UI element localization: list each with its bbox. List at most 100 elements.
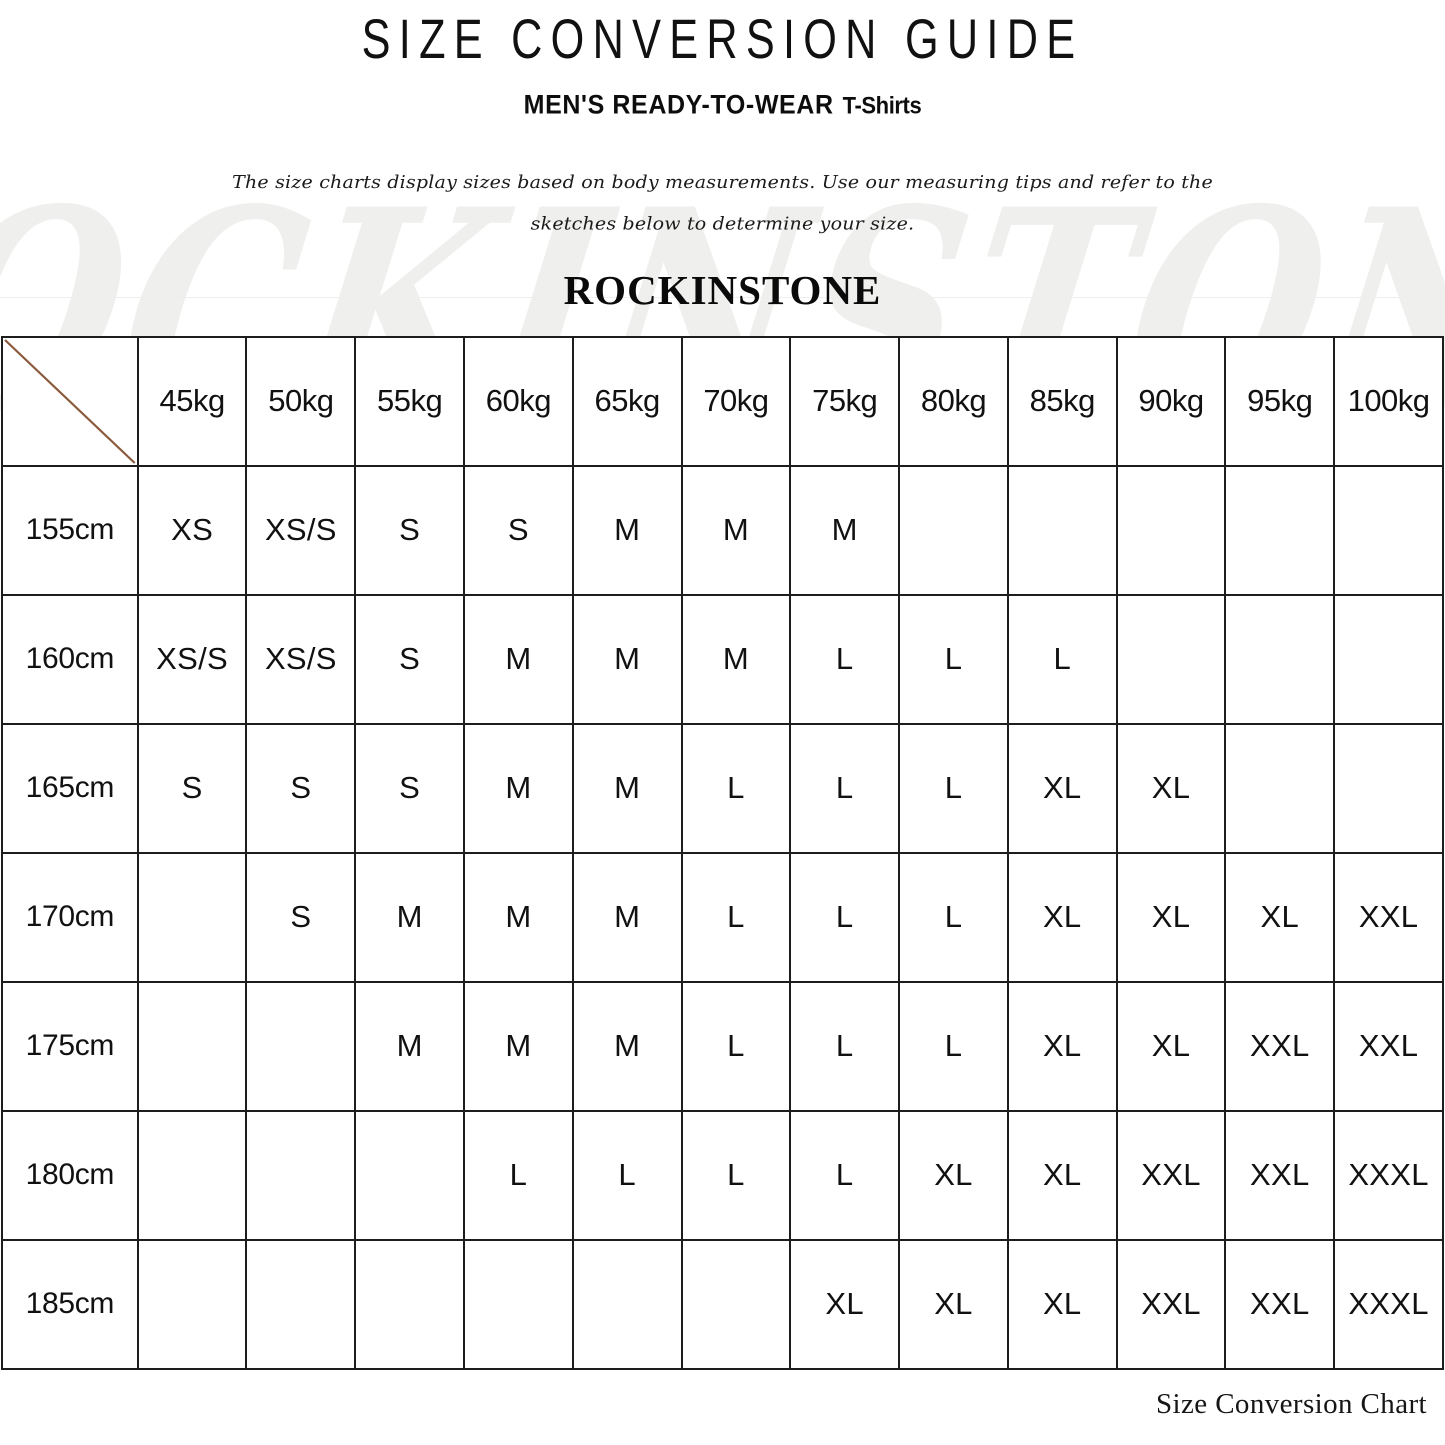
row-header-height: 160cm: [1, 593, 139, 725]
size-cell-empty: [1224, 722, 1336, 854]
size-cell: S: [354, 464, 466, 596]
size-cell: M: [680, 464, 792, 596]
size-cell: XL: [898, 1109, 1009, 1241]
size-cell-empty: [245, 980, 357, 1112]
size-cell-empty: [1333, 593, 1444, 725]
size-cell-empty: [136, 851, 248, 983]
size-cell-empty: [354, 1109, 466, 1241]
column-header-weight: 80kg: [898, 335, 1009, 467]
subtitle-category: MEN'S READY-TO-WEAR: [523, 90, 834, 121]
table-row: 170cm S M M M L L L XL XL XL XXL: [1, 851, 1444, 983]
column-header-weight: 85kg: [1006, 335, 1118, 467]
subtitle: MEN'S READY-TO-WEAR T-Shirts: [0, 90, 1445, 121]
size-cell: S: [245, 722, 357, 854]
table-header-row: 45kg 50kg 55kg 60kg 65kg 70kg 75kg 80kg 85kg 90kg…: [1, 335, 1444, 467]
size-cell: XS: [136, 464, 248, 596]
size-cell: S: [463, 464, 574, 596]
size-cell-empty: [1333, 722, 1444, 854]
size-cell-empty: [463, 1238, 574, 1370]
size-cell: M: [463, 722, 574, 854]
size-cell: M: [354, 980, 466, 1112]
size-cell: XXL: [1333, 980, 1444, 1112]
size-cell: XL: [898, 1238, 1009, 1370]
size-cell: XXL: [1224, 980, 1336, 1112]
size-cell: XXL: [1115, 1238, 1227, 1370]
size-cell: L: [680, 1109, 792, 1241]
page-footer: Size Conversion Chart: [0, 1370, 1445, 1421]
size-cell: XL: [1115, 851, 1227, 983]
size-cell: L: [898, 722, 1009, 854]
size-cell: L: [463, 1109, 574, 1241]
size-cell-empty: [136, 1109, 248, 1241]
size-cell: L: [680, 980, 792, 1112]
size-cell: XXXL: [1333, 1238, 1444, 1370]
column-header-weight: 75kg: [789, 335, 901, 467]
size-cell-empty: [680, 1238, 792, 1370]
size-cell: M: [571, 464, 683, 596]
column-header-weight: 55kg: [354, 335, 466, 467]
size-cell: L: [680, 851, 792, 983]
size-cell: XL: [1006, 722, 1118, 854]
size-cell: L: [898, 851, 1009, 983]
table-row: 175cm M M M L L L XL XL XXL XXL: [1, 980, 1444, 1112]
size-cell: L: [789, 1109, 901, 1241]
table-row: 165cm S S S M M L L L XL XL: [1, 722, 1444, 854]
size-cell-empty: [1006, 464, 1118, 596]
size-cell: M: [571, 593, 683, 725]
size-cell-empty: [354, 1238, 466, 1370]
size-cell: S: [245, 851, 357, 983]
size-cell: XXL: [1224, 1238, 1336, 1370]
size-cell: XS/S: [136, 593, 248, 725]
size-cell: L: [789, 722, 901, 854]
table-header: 45kg 50kg 55kg 60kg 65kg 70kg 75kg 80kg 85kg 90kg…: [1, 335, 1444, 467]
column-header-weight: 45kg: [136, 335, 248, 467]
footer-caption: Size Conversion Chart: [1156, 1387, 1427, 1420]
size-cell-empty: [571, 1238, 683, 1370]
table-corner-cell: [1, 335, 139, 467]
size-cell: S: [354, 722, 466, 854]
subtitle-product: T-Shirts: [842, 92, 922, 120]
column-header-weight: 95kg: [1224, 335, 1336, 467]
size-cell-empty: [1224, 464, 1336, 596]
row-header-height: 185cm: [1, 1238, 139, 1370]
size-cell: L: [789, 593, 901, 725]
size-conversion-table: 45kg 50kg 55kg 60kg 65kg 70kg 75kg 80kg 85kg 90kg…: [1, 335, 1444, 1370]
size-cell-empty: [136, 980, 248, 1112]
brand-name: ROCKINSTONE: [563, 266, 882, 313]
row-header-height: 155cm: [1, 464, 139, 596]
row-header-height: 175cm: [1, 980, 139, 1112]
table-row: 185cm XL XL XL XXL XXL XXXL: [1, 1238, 1444, 1370]
size-cell-empty: [1115, 593, 1227, 725]
size-cell-empty: [1115, 464, 1227, 596]
row-header-height: 165cm: [1, 722, 139, 854]
diagonal-divider-icon: [4, 338, 136, 464]
column-header-weight: 100kg: [1333, 335, 1444, 467]
size-cell: M: [463, 593, 574, 725]
size-cell: M: [463, 851, 574, 983]
size-cell: XS/S: [245, 464, 357, 596]
row-header-height: 180cm: [1, 1109, 139, 1241]
size-cell: XL: [1006, 1109, 1118, 1241]
size-cell: XXL: [1224, 1109, 1336, 1241]
size-cell-empty: [1333, 464, 1444, 596]
size-cell: XL: [789, 1238, 901, 1370]
size-cell: XL: [1006, 1238, 1118, 1370]
description-text: The size charts display sizes based on b…: [232, 172, 1213, 235]
size-cell: S: [136, 722, 248, 854]
size-cell-empty: [136, 1238, 248, 1370]
table-row: 155cm XS XS/S S S M M M: [1, 464, 1444, 596]
table-row: 160cm XS/S XS/S S M M M L L L: [1, 593, 1444, 725]
size-table-container: 45kg 50kg 55kg 60kg 65kg 70kg 75kg 80kg 85kg 90kg…: [0, 335, 1445, 1370]
size-cell: XS/S: [245, 593, 357, 725]
size-cell: L: [789, 980, 901, 1112]
watermark-rule: [0, 297, 1445, 298]
size-cell: M: [571, 851, 683, 983]
column-header-weight: 65kg: [571, 335, 683, 467]
size-cell: L: [680, 722, 792, 854]
column-header-weight: 60kg: [463, 335, 574, 467]
size-cell: XL: [1224, 851, 1336, 983]
size-cell-empty: [245, 1238, 357, 1370]
size-cell: XXL: [1333, 851, 1444, 983]
size-cell: XL: [1115, 980, 1227, 1112]
